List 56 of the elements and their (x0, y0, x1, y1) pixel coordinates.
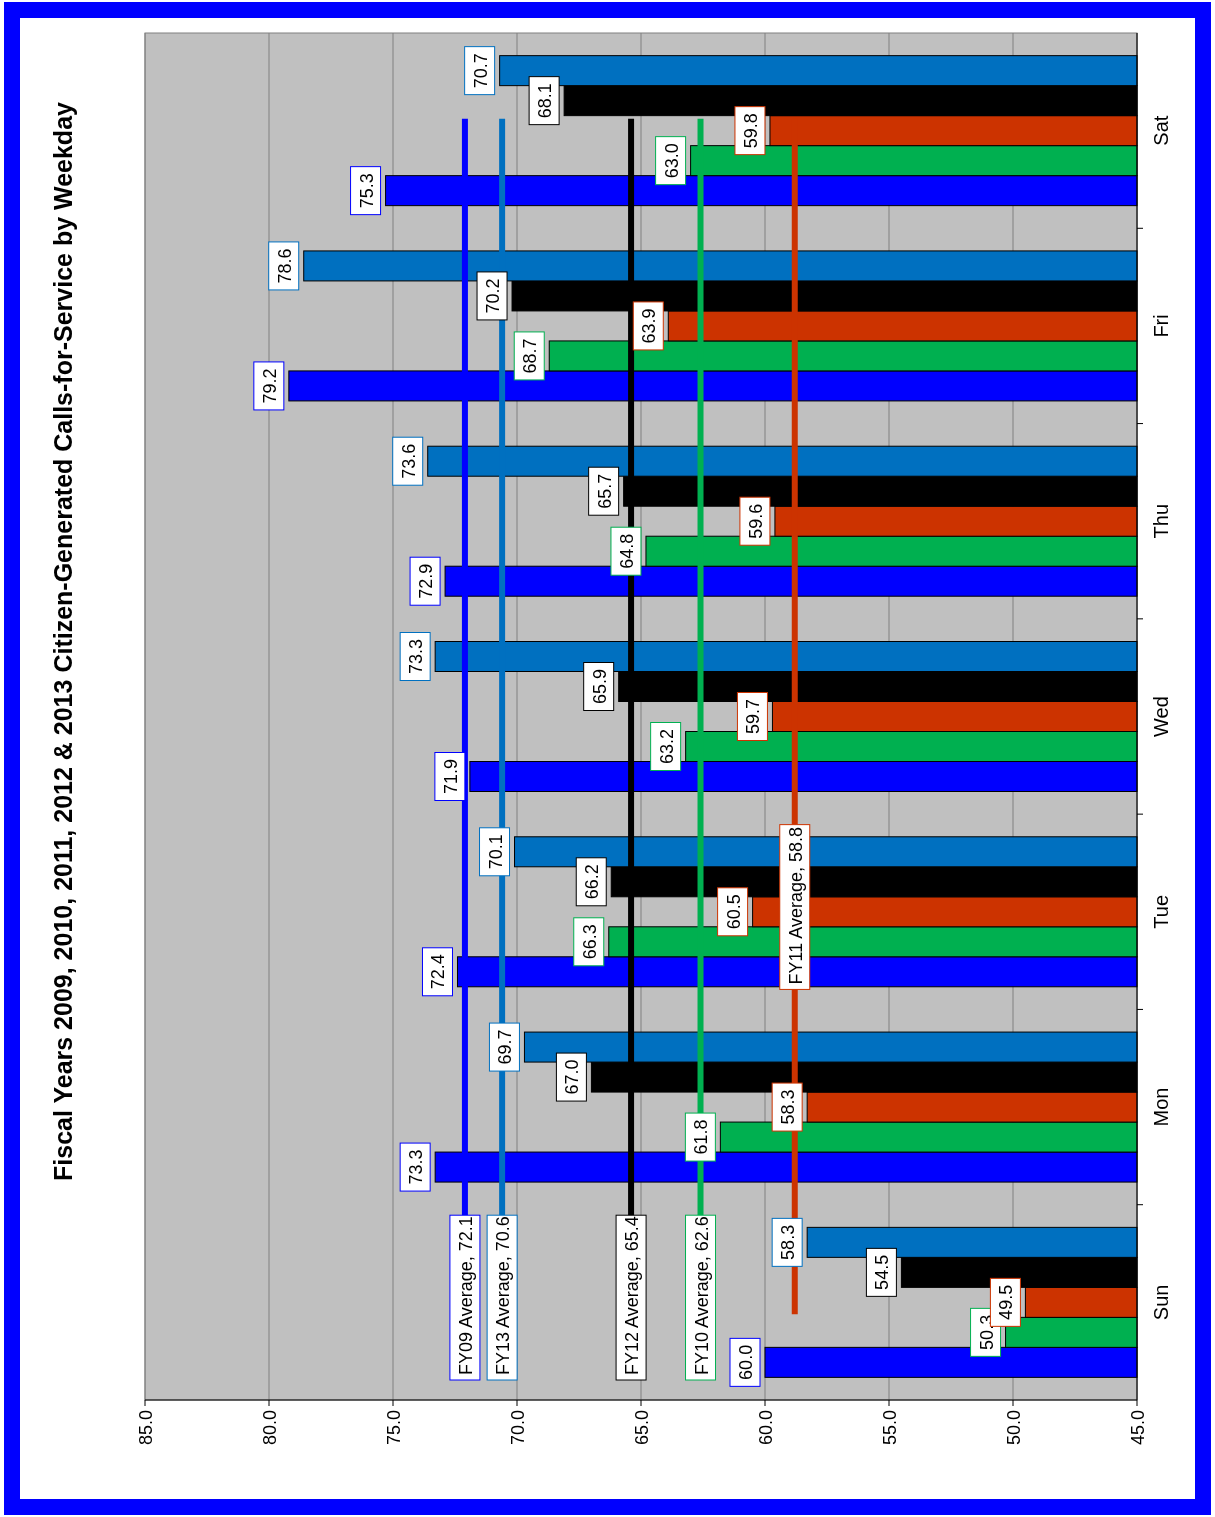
data-label: 63.9 (639, 308, 660, 344)
ref-line-label: FY09 Average, 72.1 (455, 1216, 476, 1375)
data-label: 70.1 (485, 834, 506, 870)
data-label: 59.8 (740, 113, 761, 149)
y-tick-label: Fri (1150, 314, 1172, 338)
data-label: 75.3 (356, 173, 377, 209)
ref-line-label: FY11 Average, 58.8 (785, 826, 806, 985)
data-label: 79.2 (259, 368, 280, 404)
data-label: 49.5 (996, 1284, 1017, 1320)
data-label: 60.0 (736, 1344, 756, 1380)
x-tick-label: 65.0 (632, 1410, 652, 1446)
data-label: 58.3 (778, 1224, 799, 1260)
x-tick-label: 80.0 (260, 1410, 280, 1446)
data-label: 58.3 (778, 1089, 799, 1125)
data-label: 73.3 (406, 638, 427, 675)
data-label: 69.7 (495, 1029, 516, 1065)
data-label: 66.3 (579, 924, 600, 960)
data-label: 72.4 (428, 954, 449, 990)
y-tick-label: Mon (1150, 1087, 1172, 1127)
ref-line-label: FY12 Average, 65.4 (622, 1216, 643, 1375)
data-label: 59.7 (743, 698, 764, 735)
data-label: 54.5 (872, 1254, 893, 1290)
x-tick-label: 50.0 (1004, 1410, 1024, 1446)
data-label: 68.1 (535, 83, 556, 119)
x-tick-label: 55.0 (880, 1410, 900, 1446)
data-label: 68.7 (520, 338, 541, 374)
x-tick-label: 85.0 (136, 1410, 156, 1446)
data-label: 73.6 (398, 443, 419, 479)
data-label: 67.0 (562, 1059, 583, 1095)
y-tick-label: Sat (1150, 115, 1172, 146)
text: Fiscal Years 2009, 2010, 2011, 2012 & 2013 Citizen-Generated Calls-for-Service by Weekday (49, 101, 77, 1181)
data-label: 60.5 (723, 894, 744, 930)
data-label: 65.7 (594, 473, 615, 509)
ref-line-label: FY13 Average, 70.6 (493, 1216, 514, 1375)
data-label: 63.2 (656, 728, 677, 765)
data-label: 70.7 (470, 53, 491, 89)
data-label: 59.6 (745, 503, 766, 539)
data-label: 73.3 (406, 1149, 427, 1185)
data-label: 64.8 (616, 533, 637, 569)
data-label: 72.9 (416, 563, 437, 599)
data-label: 71.9 (440, 758, 461, 795)
y-tick-label: Thu (1150, 503, 1172, 539)
data-label: 66.2 (582, 864, 603, 900)
data-label: 61.8 (691, 1119, 712, 1155)
y-tick-label: Wed (1150, 696, 1172, 737)
ref-line-label: FY10 Average, 62.6 (691, 1216, 712, 1375)
x-tick-label: 75.0 (384, 1410, 404, 1446)
y-tick-label: Sun (1150, 1284, 1172, 1321)
data-label: 70.2 (483, 278, 504, 314)
y-tick-label: Tue (1150, 894, 1172, 929)
x-tick-label: 45.0 (1128, 1410, 1148, 1446)
x-tick-label: 60.0 (756, 1410, 776, 1446)
data-label: 65.9 (589, 668, 610, 705)
data-label: 78.6 (274, 248, 295, 284)
data-label: 63.0 (661, 143, 682, 179)
x-tick-label: 70.0 (508, 1410, 528, 1446)
